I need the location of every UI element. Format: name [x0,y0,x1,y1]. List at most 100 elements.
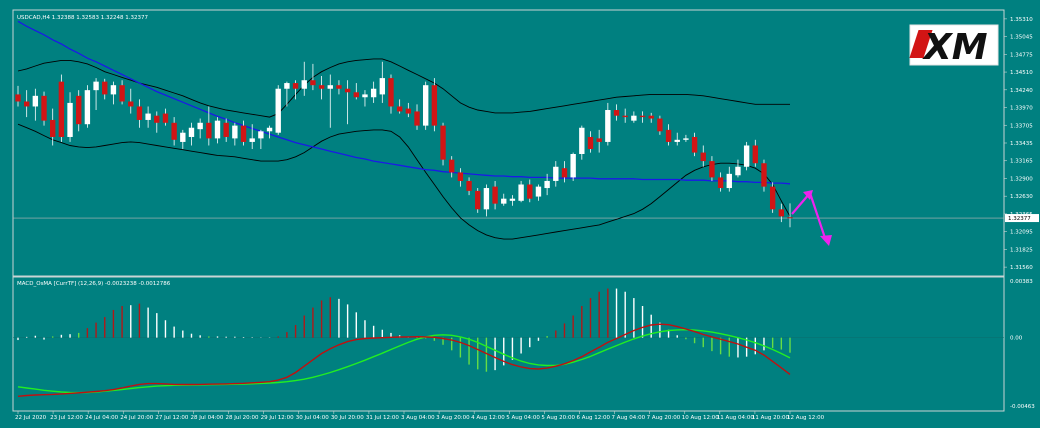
bear-candle [761,163,767,187]
price-tag-label: 1.32377 [1008,216,1031,222]
bull-candle [544,180,550,189]
bear-candle [162,113,169,123]
time-tick-label: 5 Aug 04:00 [506,415,540,421]
bear-candle [709,161,715,178]
bull-candle [553,166,559,181]
bear-candle [457,172,464,181]
bear-candle [596,138,602,142]
price-tick-label: 1.34510 [1010,70,1033,76]
bear-candle [240,125,247,142]
macd-tick-label: -0.00463 [1010,404,1035,410]
bull-candle [32,95,39,107]
bear-candle [700,152,706,162]
bear-candle [440,125,446,160]
price-tick-label: 1.32630 [1010,194,1033,200]
bear-candle [587,136,594,150]
bull-candle [93,81,99,91]
time-tick-label: 28 Jul 20:00 [226,415,259,421]
bear-candle [492,186,498,204]
time-tick-label: 30 Jul 20:00 [331,415,364,421]
time-tick-label: 4 Aug 12:00 [471,415,505,421]
bear-candle [102,81,108,95]
bear-candle [76,95,82,125]
price-tick-label: 1.33165 [1010,159,1033,165]
bull-candle [284,83,290,89]
bear-candle [23,101,30,107]
time-tick-label: 22 Jul 2020 [15,415,47,421]
time-tick-label: 11 Aug 04:00 [717,415,755,421]
bear-candle [206,122,212,139]
bull-candle [258,131,264,139]
bull-candle [145,113,151,120]
time-tick-label: 30 Jul 04:00 [296,415,329,421]
price-tick-label: 1.34775 [1010,52,1033,58]
bear-candle [648,115,654,119]
bull-candle [84,90,91,125]
bull-candle [743,145,750,167]
price-tick-label: 1.32095 [1010,230,1033,236]
bear-candle [752,145,758,164]
price-tick-label: 1.31825 [1010,247,1033,253]
xm-logo-red-mark [909,30,933,58]
time-tick-label: 10 Aug 12:00 [682,415,720,421]
price-tick-label: 1.35310 [1010,17,1033,23]
moving-average-line [17,20,791,185]
time-tick-label: 11 Aug 20:00 [752,415,790,421]
bull-candle [518,184,524,201]
bear-candle [223,122,229,137]
bull-candle [266,127,273,132]
bull-candle [726,173,732,189]
price-tick-label: 1.33970 [1010,106,1033,112]
bear-candle [622,115,628,118]
bear-candle [613,110,620,116]
arrow-head-down [820,235,832,246]
price-tick-label: 1.35045 [1010,35,1033,41]
price-tick-label: 1.33705 [1010,123,1033,129]
bull-candle [483,188,490,210]
time-tick-label: 3 Aug 04:00 [401,415,435,421]
bull-candle [501,198,507,204]
xm-logo-text: XM [922,27,988,68]
bear-candle [388,78,394,107]
bull-candle [327,85,333,89]
time-tick-label: 5 Aug 20:00 [541,415,575,421]
bull-candle [214,120,221,139]
bear-candle [344,88,351,93]
time-tick-label: 7 Aug 20:00 [647,415,681,421]
time-tick-label: 28 Jul 04:00 [190,415,223,421]
bull-candle [110,85,117,95]
bear-candle [787,217,793,219]
bear-candle [691,136,698,153]
bull-candle [683,138,689,140]
time-tick-label: 27 Jul 12:00 [155,415,188,421]
bear-candle [475,190,481,210]
bear-candle [665,129,672,142]
bear-candle [717,177,724,189]
price-tick-label: 1.32900 [1010,176,1033,182]
bear-candle [58,81,65,137]
bear-candle [50,119,56,137]
time-tick-label: 29 Jul 12:00 [261,415,294,421]
bear-candle [171,122,177,140]
bull-candle [735,166,741,176]
time-tick-label: 31 Jul 12:00 [366,415,399,421]
bear-candle [41,95,47,121]
bear-candle [136,106,143,120]
bear-candle [414,111,420,126]
macd-label: MACD_OsMA [CurrTF] (12,26,9) -0.0023238 … [17,281,171,287]
time-tick-label: 7 Aug 04:00 [612,415,646,421]
bull-candle [674,139,680,142]
bear-candle [310,80,316,86]
price-tick-label: 1.34240 [1010,88,1033,94]
bear-candle [769,186,776,210]
bull-candle [301,80,307,89]
bollinger-lower-band [17,123,791,240]
bull-candle [275,88,281,133]
bear-candle [778,209,785,217]
bull-candle [631,115,637,121]
bear-candle [561,168,568,178]
bear-candle [396,106,403,112]
macd-tick-label: 0.00 [1010,336,1023,342]
time-tick-label: 6 Aug 12:00 [576,415,610,421]
